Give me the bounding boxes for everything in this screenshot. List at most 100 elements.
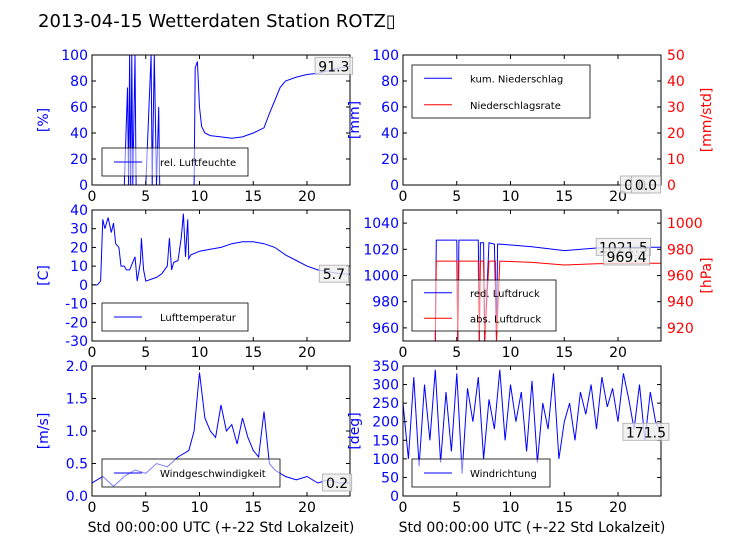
y-axis-label: [deg]: [347, 412, 363, 449]
x-tick-label: 20: [298, 500, 316, 516]
legend-label: kum. Niederschlag: [470, 74, 563, 85]
y-tick-label: 1040: [363, 216, 399, 232]
y-axis-label: [mm]: [347, 101, 363, 139]
series-group: [403, 369, 661, 474]
x-tick-label: 15: [555, 345, 573, 361]
y-tick-label: 1.5: [66, 392, 88, 408]
x-tick-label: 15: [244, 500, 262, 516]
y-tick-label: 80: [70, 74, 88, 90]
y-right-tick-label: 1000: [667, 216, 703, 232]
y-right-tick-label: 960: [667, 269, 694, 285]
y-tick-label: 40: [70, 203, 88, 219]
value-annotation: 0.0: [630, 175, 661, 194]
series-line-0: [92, 213, 350, 286]
plot-frame: [402, 54, 662, 186]
y-right-tick-label: 920: [667, 321, 694, 337]
y-tick-label: 20: [381, 152, 399, 168]
y-right-tick-label: 940: [667, 295, 694, 311]
value-annotation: 969.4: [603, 247, 650, 266]
x-tick-label: 5: [452, 345, 461, 361]
y-right-tick-label: 20: [667, 126, 685, 142]
x-tick-label: 5: [141, 345, 150, 361]
chart-humidity: 0 5 10 15 20 0 20 40 60 80 100 [%] 91.3 rel. Luftfeuc…: [36, 48, 354, 205]
value-annotation: 0.2: [322, 473, 353, 492]
x-tick-label: 0: [88, 189, 97, 205]
y-right-tick-label: 10: [667, 152, 685, 168]
page-title: 2013-04-15 Wetterdaten Station ROTZ▯: [38, 11, 396, 32]
y-right-tick-label: 30: [667, 100, 685, 116]
y-tick-label: 200: [372, 415, 399, 431]
y-tick-label: 0: [390, 178, 399, 194]
x-tick-label: 0: [399, 345, 408, 361]
y-right-tick-label: 50: [667, 48, 685, 64]
x-tick-label: 5: [141, 500, 150, 516]
x-tick-label: 0: [399, 189, 408, 205]
series-line-0: [434, 239, 661, 341]
y-tick-label: 60: [70, 100, 88, 116]
svg-text:91.3: 91.3: [318, 59, 349, 75]
y-right-axis-label: [hPa]: [699, 257, 715, 293]
y-tick-label: 50: [381, 470, 399, 486]
y-tick-label: 0: [79, 278, 88, 294]
value-annotation: 5.7: [318, 264, 349, 283]
y-tick-label: 300: [372, 378, 399, 394]
y-right-tick-label: 980: [667, 242, 694, 258]
y-tick-label: 30: [70, 222, 88, 238]
y-tick-label: 20: [70, 152, 88, 168]
x-tick-label: 20: [609, 500, 627, 516]
plot-frame: [91, 54, 351, 186]
x-tick-label: 20: [298, 345, 316, 361]
legend-label: Lufttemperatur: [160, 313, 237, 324]
x-axis-label: Std 00:00:00 UTC (+-22 Std Lokalzeit): [88, 520, 355, 536]
y-tick-label: 0.0: [66, 489, 88, 505]
y-right-tick-label: 40: [667, 74, 685, 90]
y-tick-label: 100: [372, 452, 399, 468]
y-tick-label: 250: [372, 396, 399, 412]
y-tick-label: 80: [381, 74, 399, 90]
y-tick-label: 960: [372, 321, 399, 337]
series-line-0: [403, 369, 661, 474]
y-tick-label: 10: [70, 259, 88, 275]
chart-pressure: 0 5 10 15 20 960 980 1000 1020 1040 920 940 960 980 10…: [363, 209, 715, 361]
legend: Windrichtung: [411, 458, 551, 488]
y-axis-label: [%]: [36, 108, 52, 132]
legend: kum. Niederschlag Niederschlagsrate: [411, 64, 591, 119]
svg-text:969.4: 969.4: [607, 250, 647, 266]
y-tick-label: 0.5: [66, 457, 88, 473]
y-tick-label: -10: [65, 297, 88, 313]
x-tick-label: 5: [452, 189, 461, 205]
y-tick-label: 1.0: [66, 424, 88, 440]
legend-label: rel. Luftfeuchte: [160, 158, 236, 169]
y-tick-label: 1020: [363, 242, 399, 258]
y-right-tick-label: 0: [667, 178, 676, 194]
legend-label: Windrichtung: [470, 469, 537, 480]
y-tick-label: 350: [372, 359, 399, 375]
x-tick-label: 10: [191, 500, 209, 516]
x-tick-label: 10: [502, 345, 520, 361]
svg-text:0.2: 0.2: [326, 476, 348, 492]
x-axis-label: Std 00:00:00 UTC (+-22 Std Lokalzeit): [399, 520, 666, 536]
series-group: [92, 213, 350, 286]
x-tick-label: 0: [88, 345, 97, 361]
legend: red. Luftdruck abs. Luftdruck: [411, 279, 557, 332]
y-tick-label: 100: [61, 48, 88, 64]
y-tick-label: 20: [70, 240, 88, 256]
x-tick-label: 15: [244, 345, 262, 361]
y-tick-label: 0: [390, 489, 399, 505]
x-tick-label: 0: [399, 500, 408, 516]
legend: rel. Luftfeuchte: [101, 147, 249, 177]
y-tick-label: 2.0: [66, 359, 88, 375]
value-annotation: 171.5: [622, 422, 670, 441]
y-tick-label: 150: [372, 433, 399, 449]
legend: Lufttemperatur: [101, 302, 249, 332]
x-tick-label: 5: [141, 189, 150, 205]
x-tick-label: 10: [191, 345, 209, 361]
y-tick-label: 40: [381, 126, 399, 142]
chart-temperature: 0 5 10 15 20 -30 -20 -10 0 10 20 30 40 [C] 5.7 Lufttemp…: [36, 203, 351, 361]
x-tick-label: 20: [609, 345, 627, 361]
value-annotation: 91.3: [314, 56, 354, 75]
legend: Windgeschwindigkeit: [101, 458, 281, 488]
